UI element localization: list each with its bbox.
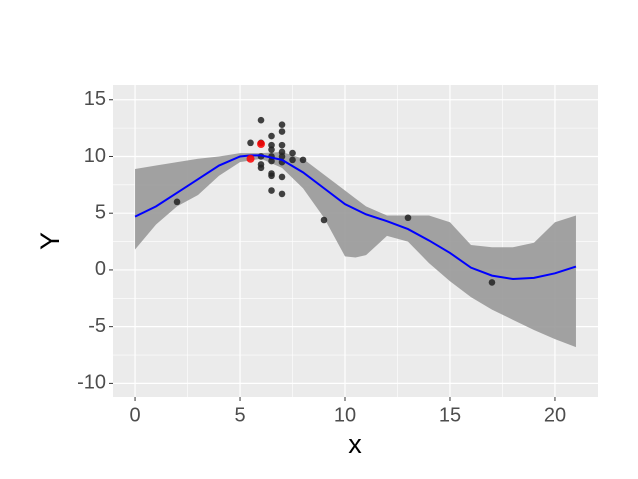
- point: [299, 156, 307, 164]
- point: [257, 116, 265, 124]
- x-tick-label: 5: [234, 404, 245, 426]
- point: [278, 141, 286, 149]
- point: [268, 141, 275, 149]
- x-tick-label: 20: [544, 404, 566, 426]
- point: [278, 173, 286, 181]
- y-tick-label: 10: [84, 145, 106, 167]
- point: [488, 279, 496, 286]
- point: [268, 172, 275, 180]
- point: [278, 148, 286, 156]
- point: [268, 146, 275, 153]
- point: [257, 164, 265, 172]
- x-tick-label: 10: [334, 404, 356, 426]
- x-tick-label: 0: [129, 404, 140, 426]
- point: [320, 216, 328, 224]
- point: [289, 156, 296, 164]
- x-axis-label: x: [348, 429, 362, 459]
- point: [247, 139, 254, 147]
- point: [278, 121, 286, 129]
- y-tick-label: 5: [95, 201, 106, 223]
- highlighted-point: [257, 139, 266, 148]
- point: [404, 214, 412, 222]
- point: [278, 190, 286, 198]
- y-tick-label: -5: [88, 315, 106, 337]
- y-tick-label: -10: [77, 372, 106, 394]
- y-axis-label: Y: [35, 232, 65, 250]
- y-tick-label: 15: [84, 88, 106, 110]
- y-tick-label: 0: [95, 258, 106, 280]
- point: [268, 132, 275, 140]
- confidence-band: [135, 151, 576, 348]
- x-tick-label: 15: [439, 404, 461, 426]
- point: [289, 149, 296, 157]
- highlighted-point: [246, 154, 255, 163]
- point: [268, 157, 275, 165]
- point: [173, 198, 181, 206]
- smooth-line: [134, 154, 577, 281]
- point: [278, 153, 286, 160]
- point: [268, 187, 275, 194]
- point: [278, 128, 286, 135]
